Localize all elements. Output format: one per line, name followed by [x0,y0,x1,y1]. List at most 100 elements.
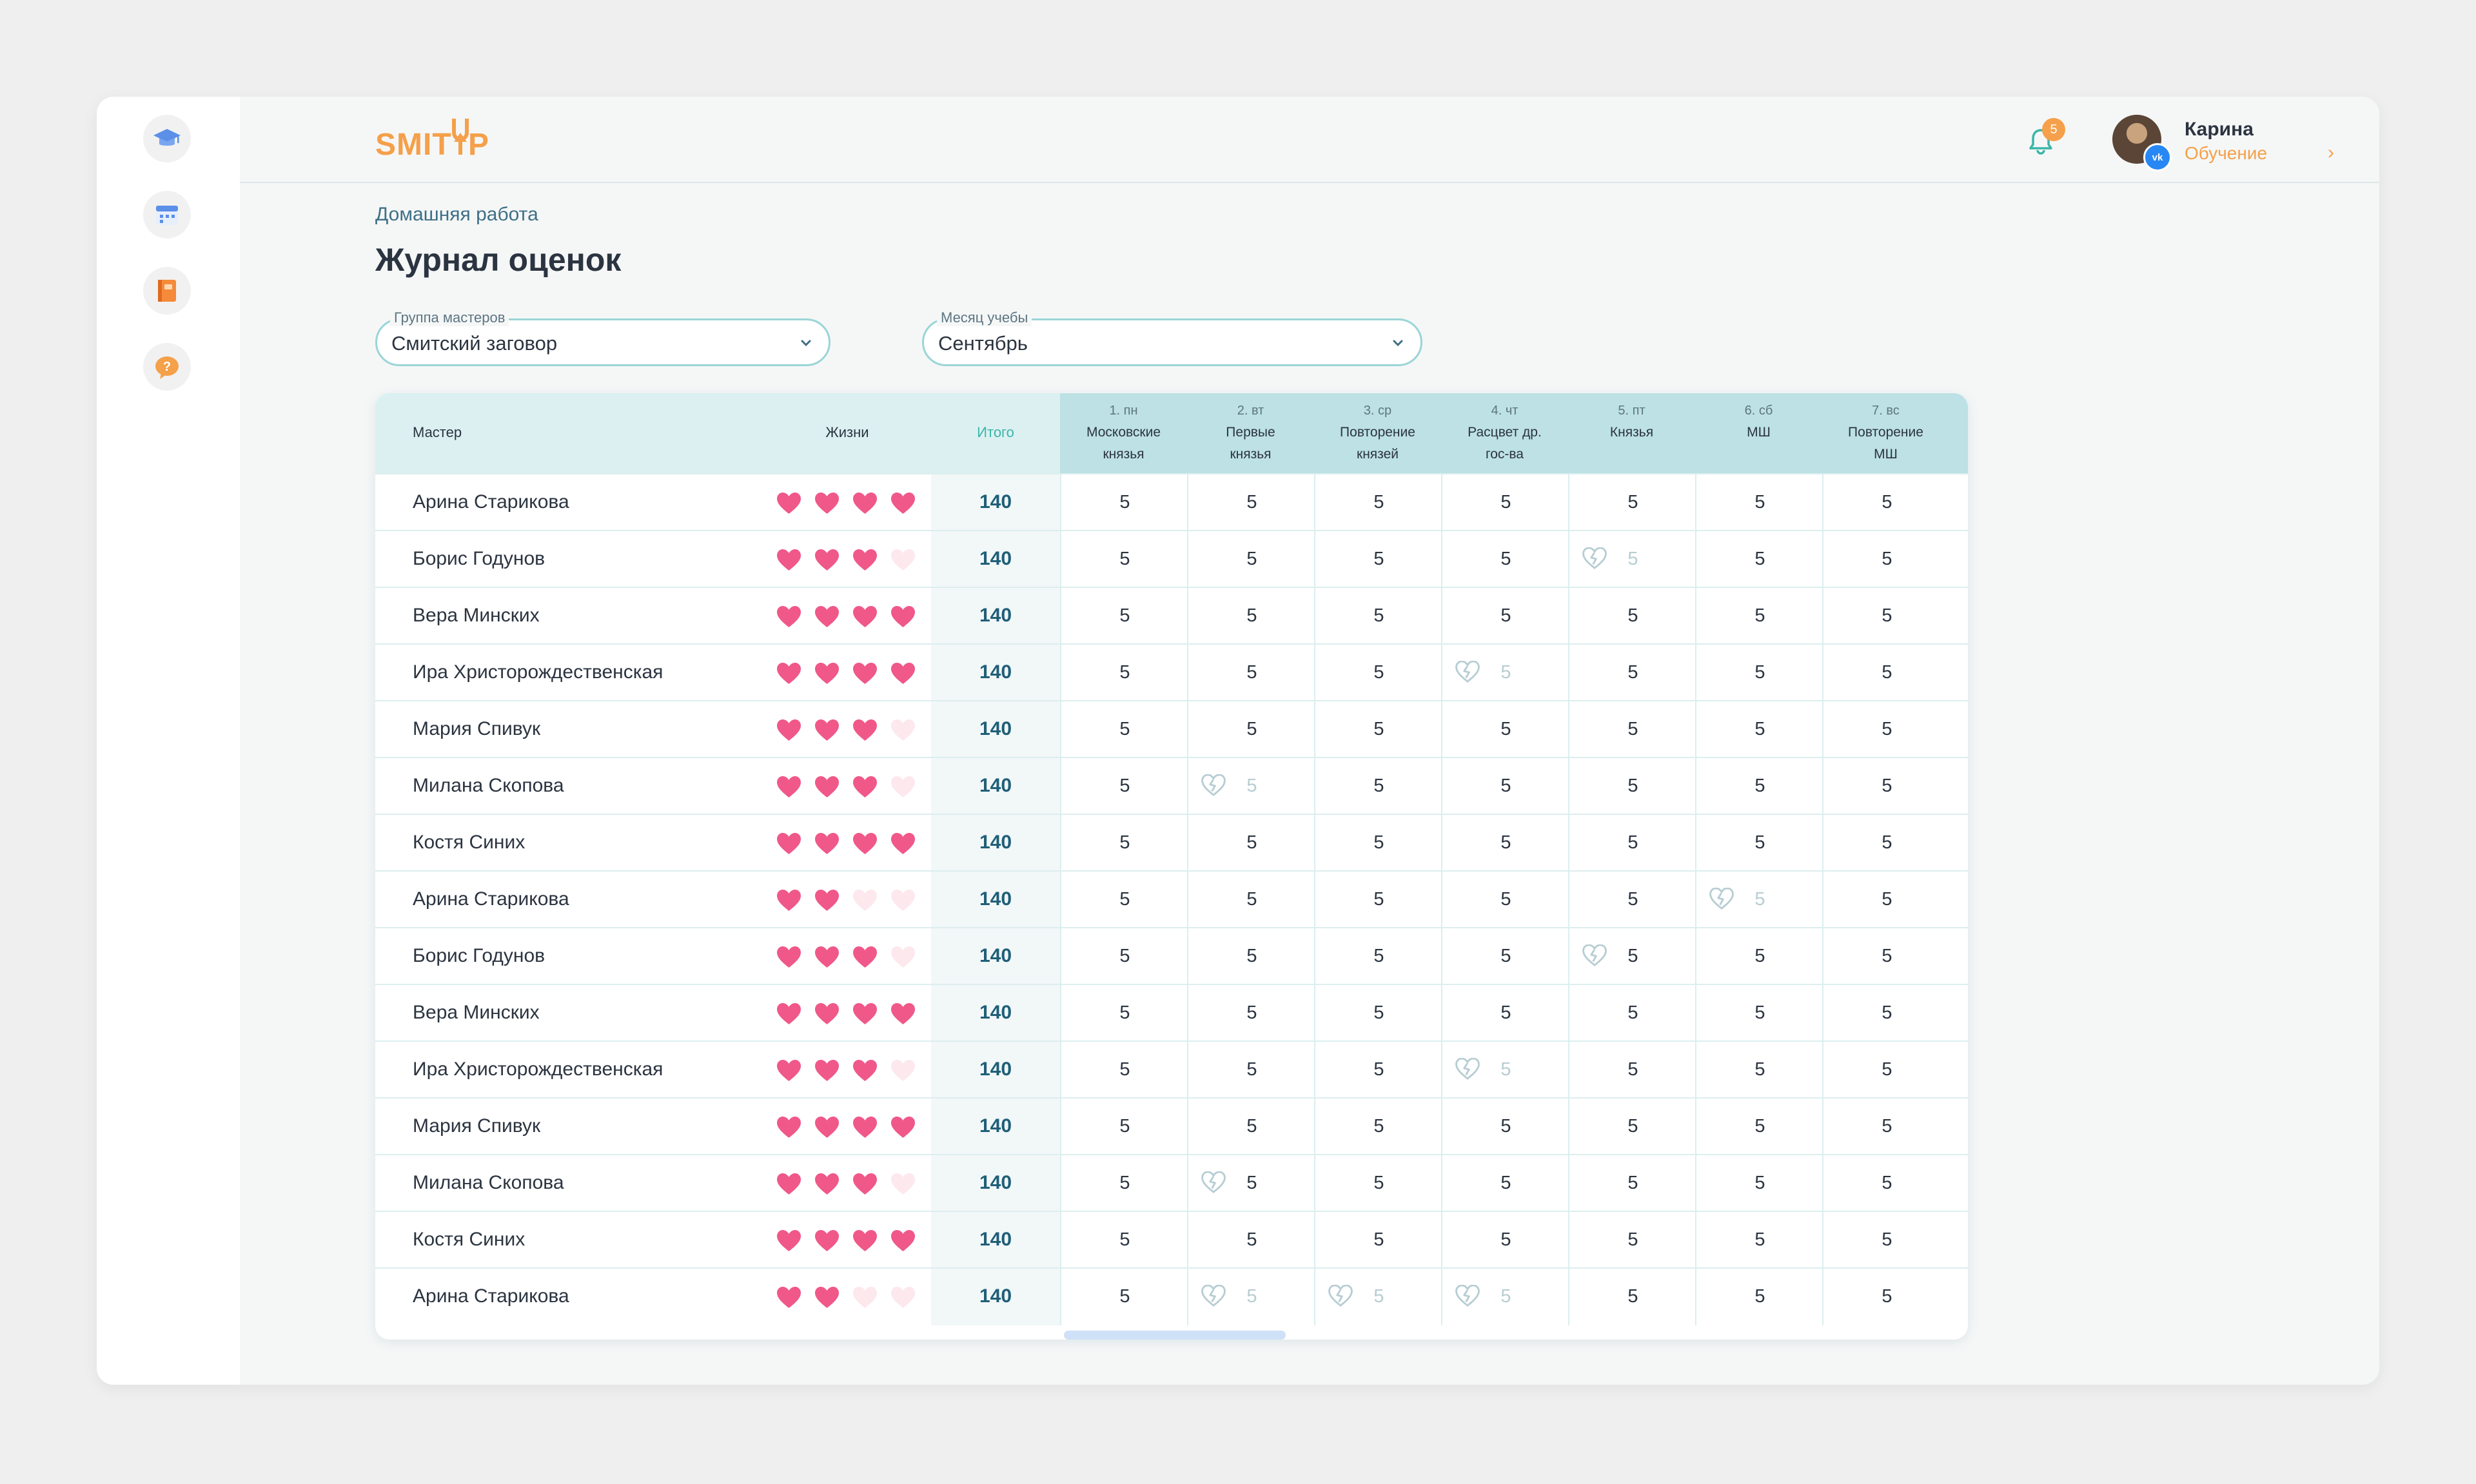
grade-cell[interactable]: 5 [1314,474,1442,531]
grade-cell[interactable]: 5 [1568,1269,1696,1325]
grade-cell[interactable]: 5 [1568,1098,1696,1155]
grade-cell[interactable]: 5 [1822,1212,1950,1269]
table-row[interactable]: Мария Спивук 140 5 5 5 5 5 5 5 [375,1097,1968,1155]
table-row[interactable]: Костя Синих 140 5 5 5 5 5 5 5 [375,1211,1968,1269]
month-select[interactable]: Месяц учебы Сентябрь [922,309,1422,366]
grade-cell[interactable]: 5 [1695,645,1823,701]
sidebar-item-help[interactable]: ? [143,343,191,391]
breadcrumb[interactable]: Домашняя работа [375,204,538,225]
grade-cell[interactable]: 5 [1187,1098,1315,1155]
sidebar-item-courses[interactable] [143,115,191,162]
grade-cell[interactable]: 5 [1568,1212,1696,1269]
grade-cell[interactable]: 5 [1568,701,1696,758]
grade-cell[interactable]: 5 [1822,1269,1950,1325]
grade-cell[interactable]: 5 [1314,1155,1442,1212]
grade-cell[interactable]: 5 [1441,985,1569,1042]
grade-cell[interactable]: 5 [1822,701,1950,758]
grade-cell[interactable]: 5 [1060,815,1188,872]
grade-cell[interactable]: 5 [1187,1042,1315,1098]
grade-cell[interactable]: 5 [1060,1042,1188,1098]
grade-cell[interactable]: 5 [1441,531,1569,588]
logo[interactable]: SMIT P [375,115,504,166]
grade-cell[interactable]: 5 [1695,815,1823,872]
grade-cell[interactable]: 5 [1568,758,1696,815]
chevron-right-icon[interactable]: › [2328,142,2334,163]
grade-cell[interactable]: 5 [1314,588,1442,645]
grade-cell[interactable]: 5 [1314,815,1442,872]
grade-cell[interactable]: 5 [1314,928,1442,985]
table-row[interactable]: Мария Спивук 140 5 5 5 5 5 5 5 [375,700,1968,758]
grade-cell[interactable]: 5 [1187,1269,1315,1325]
grade-cell[interactable]: 5 [1187,645,1315,701]
grade-cell[interactable]: 5 [1060,872,1188,928]
table-row[interactable]: Ира Христорождественская 140 5 5 5 5 5 5 5 [375,643,1968,701]
grade-cell[interactable]: 5 [1568,1155,1696,1212]
grade-cell[interactable]: 5 [1822,645,1950,701]
user-role-link[interactable]: Обучение [2185,143,2268,163]
grade-cell[interactable]: 5 [1695,701,1823,758]
table-row[interactable]: Вера Минских 140 5 5 5 5 5 5 5 [375,984,1968,1042]
grade-cell[interactable]: 5 [1187,928,1315,985]
grade-cell[interactable]: 5 [1695,1269,1823,1325]
grade-cell[interactable]: 5 [1822,872,1950,928]
grade-cell[interactable]: 5 [1822,1098,1950,1155]
table-row[interactable]: Арина Старикова 140 5 5 5 5 5 5 5 [375,870,1968,928]
grade-cell[interactable]: 5 [1441,588,1569,645]
column-header-master[interactable]: Мастер [413,424,462,440]
grade-cell[interactable]: 5 [1187,758,1315,815]
grade-cell[interactable]: 5 [1568,588,1696,645]
grade-cell[interactable]: 5 [1060,985,1188,1042]
grade-cell[interactable]: 5 [1060,1098,1188,1155]
grade-cell[interactable]: 5 [1568,645,1696,701]
grade-cell[interactable]: 5 [1314,1212,1442,1269]
table-row[interactable]: Борис Годунов 140 5 5 5 5 5 5 5 [375,927,1968,985]
sidebar-item-homework[interactable] [143,267,191,315]
table-row[interactable]: Борис Годунов 140 5 5 5 5 5 5 5 [375,530,1968,588]
grade-cell[interactable]: 5 [1314,1042,1442,1098]
grade-cell[interactable]: 5 [1060,474,1188,531]
grade-cell[interactable]: 5 [1187,1155,1315,1212]
grade-cell[interactable]: 5 [1822,1042,1950,1098]
grade-cell[interactable]: 5 [1441,1269,1569,1325]
grade-cell[interactable]: 5 [1060,1212,1188,1269]
grade-cell[interactable]: 5 [1187,701,1315,758]
table-row[interactable]: Вера Минских 140 5 5 5 5 5 5 5 [375,587,1968,645]
table-row[interactable]: Арина Старикова 140 5 5 5 5 5 5 5 [375,473,1968,531]
grade-cell[interactable]: 5 [1314,758,1442,815]
grade-cell[interactable]: 5 [1568,474,1696,531]
table-row[interactable]: Костя Синих 140 5 5 5 5 5 5 5 [375,814,1968,872]
grade-cell[interactable]: 5 [1314,872,1442,928]
grade-cell[interactable]: 5 [1822,928,1950,985]
day-header[interactable]: 7. вс Повторение МШ [1822,400,1949,465]
grade-cell[interactable]: 5 [1695,1212,1823,1269]
column-header-lives[interactable]: Жизни [825,424,869,440]
grade-cell[interactable]: 5 [1822,588,1950,645]
grade-cell[interactable]: 5 [1695,531,1823,588]
grade-cell[interactable]: 5 [1060,588,1188,645]
table-row[interactable]: Милана Скопова 140 5 5 5 5 5 5 5 [375,757,1968,815]
grade-cell[interactable]: 5 [1822,815,1950,872]
grade-cell[interactable]: 5 [1314,701,1442,758]
grade-cell[interactable]: 5 [1314,1269,1442,1325]
day-header[interactable]: 1. пн Московские князья [1060,400,1187,465]
day-header[interactable]: 2. вт Первые князья [1187,400,1314,465]
grade-cell[interactable]: 5 [1822,758,1950,815]
grade-cell[interactable]: 5 [1822,985,1950,1042]
grade-cell[interactable]: 5 [1441,701,1569,758]
day-header[interactable]: 4. чт Расцвет др. гос-ва [1441,400,1568,465]
grade-cell[interactable]: 5 [1187,1212,1315,1269]
grade-cell[interactable]: 5 [1568,815,1696,872]
grade-cell[interactable]: 5 [1695,474,1823,531]
grade-cell[interactable]: 5 [1187,588,1315,645]
table-row[interactable]: Милана Скопова 140 5 5 5 5 5 5 5 [375,1154,1968,1212]
grade-cell[interactable]: 5 [1060,701,1188,758]
column-header-total[interactable]: Итого [977,424,1014,440]
day-header[interactable]: 5. пт Князья [1568,400,1695,444]
grade-cell[interactable]: 5 [1695,985,1823,1042]
grade-cell[interactable]: 5 [1822,474,1950,531]
grade-cell[interactable]: 5 [1187,531,1315,588]
grade-cell[interactable]: 5 [1187,872,1315,928]
horizontal-scrollbar[interactable] [1064,1331,1286,1340]
grade-cell[interactable]: 5 [1441,1212,1569,1269]
group-select[interactable]: Группа мастеров Смитский заговор [375,309,830,366]
